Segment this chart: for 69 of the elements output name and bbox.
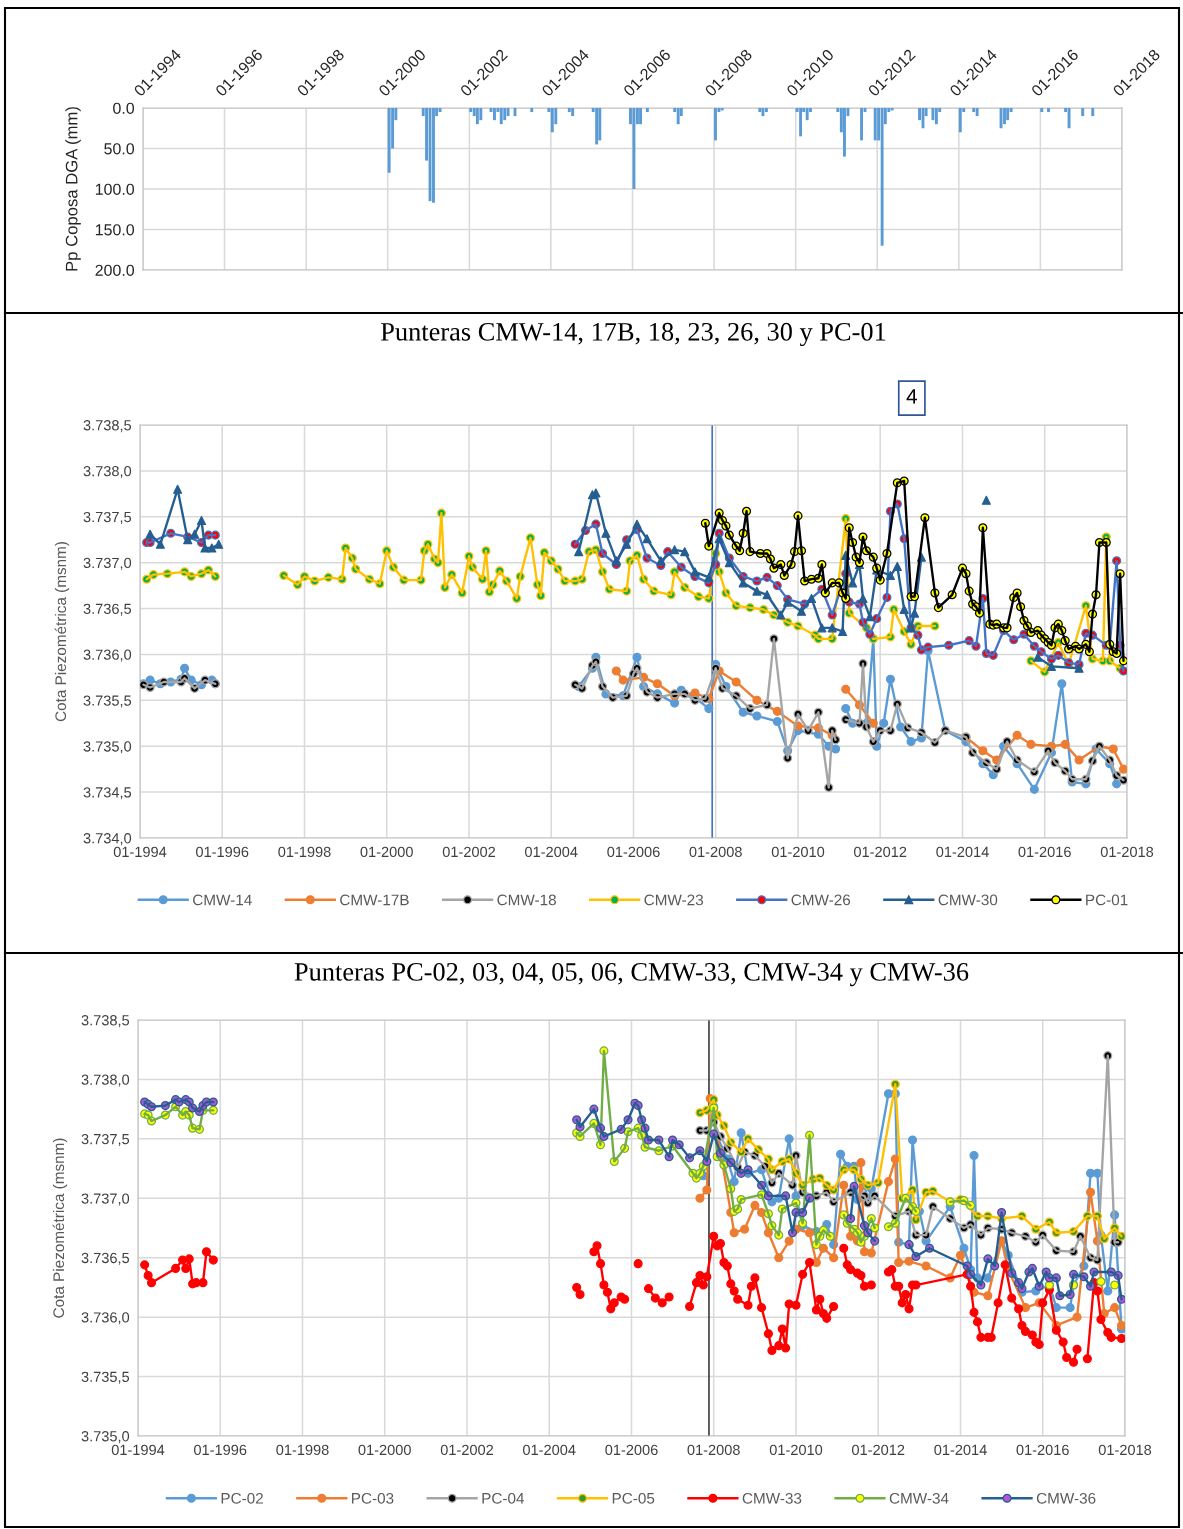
x-tick-label: 01-2012 <box>852 1444 905 1456</box>
x-tick-label: 01-2012 <box>854 846 907 858</box>
x-tick-label: 01-1994 <box>113 846 167 858</box>
y-tick-label: 3.735,0 <box>83 741 132 754</box>
x-tick-label: 01-2006 <box>605 1444 658 1456</box>
y-tick-label: 150.0 <box>95 224 135 236</box>
legend-label: CMW-18 <box>497 894 556 906</box>
y-tick-label: 3.734,0 <box>83 833 132 846</box>
x-tick-label: 01-2000 <box>358 1444 411 1456</box>
x-tick-label: 01-2008 <box>689 846 742 858</box>
legend-label: PC-01 <box>1086 894 1128 906</box>
x-tick-label: 01-2018 <box>1098 1444 1152 1456</box>
legend-label: CMW-36 <box>1036 1492 1096 1504</box>
y-tick-label: 3.738,0 <box>83 465 132 479</box>
x-tick-label: 01-1996 <box>194 1444 247 1456</box>
x-tick-label: 01-2016 <box>1018 846 1071 858</box>
legend-label: PC-02 <box>221 1492 263 1504</box>
x-tick-label: 01-2014 <box>934 1444 987 1456</box>
y-tick-label: 3.735,0 <box>81 1431 130 1444</box>
y-tick-label: 100.0 <box>95 183 135 195</box>
y-tick-label: 200.0 <box>95 264 135 276</box>
x-tick-label: 01-1998 <box>278 846 331 858</box>
y-axis-title: Pp Coposa DGA (mm) <box>65 107 81 271</box>
y-axis-title: Cota Piezométrica (msnm) <box>52 1138 68 1318</box>
legend-label: CMW-17B <box>340 894 409 906</box>
y-tick-label: 3.736,5 <box>81 1252 130 1265</box>
y-tick-label: 3.735,5 <box>83 695 132 708</box>
x-tick-label: 01-2010 <box>771 846 825 858</box>
x-tick-label: 01-2004 <box>523 1444 576 1456</box>
legend-label: PC-04 <box>482 1492 525 1504</box>
y-tick-label: 3.738,5 <box>81 1015 130 1028</box>
legend-label: CMW-14 <box>193 894 252 906</box>
y-tick-label: 3.738,5 <box>83 420 132 433</box>
legend-label: CMW-30 <box>938 894 998 906</box>
y-tick-label: 0.0 <box>113 102 135 114</box>
x-tick-label: 01-2004 <box>525 846 578 858</box>
y-tick-label: 3.737,5 <box>83 511 132 524</box>
y-tick-label: 3.734,5 <box>83 787 132 800</box>
legend-label: PC-05 <box>612 1492 655 1504</box>
x-tick-label: 01-2006 <box>607 846 660 858</box>
legend-label: CMW-34 <box>889 1492 949 1504</box>
x-tick-label: 01-2010 <box>769 1444 823 1456</box>
x-tick-label: 01-1994 <box>111 1444 165 1456</box>
y-tick-label: 3.738,0 <box>81 1074 130 1087</box>
x-tick-label: 01-2018 <box>1100 846 1154 858</box>
y-tick-label: 3.736,5 <box>83 603 132 616</box>
legend-label: PC-03 <box>352 1492 394 1504</box>
legend-label: CMW-33 <box>742 1492 802 1504</box>
y-axis-title: Cota Piezométrica (msnm) <box>54 542 70 722</box>
x-tick-label: 01-1998 <box>276 1444 329 1456</box>
y-tick-label: 3.737,0 <box>81 1193 130 1206</box>
x-tick-label: 01-1996 <box>196 846 249 858</box>
legend-label: CMW-23 <box>644 894 703 906</box>
chart-title: Punteras PC-02, 03, 04, 05, 06, CMW-33, CMW-34 y CMW-36 <box>294 962 969 987</box>
legend-label: CMW-26 <box>791 894 851 906</box>
y-tick-label: 50.0 <box>104 143 135 155</box>
x-tick-label: 01-2014 <box>936 846 989 858</box>
x-tick-label: 01-2000 <box>360 846 413 858</box>
x-tick-label: 01-2002 <box>440 1444 494 1456</box>
x-tick-label: 01-2002 <box>442 846 496 858</box>
x-tick-label: 01-2008 <box>687 1444 740 1456</box>
x-tick-label: 01-2016 <box>1016 1444 1069 1456</box>
y-tick-label: 3.735,5 <box>81 1371 130 1384</box>
chart-title: Punteras CMW-14, 17B, 18, 23, 26, 30 y PC-01 <box>380 322 886 347</box>
y-tick-label: 3.737,5 <box>81 1133 130 1147</box>
text: 4 <box>906 389 918 404</box>
y-tick-label: 3.736,0 <box>83 649 132 662</box>
y-tick-label: 3.736,0 <box>81 1312 130 1325</box>
y-tick-label: 3.737,0 <box>83 557 132 570</box>
